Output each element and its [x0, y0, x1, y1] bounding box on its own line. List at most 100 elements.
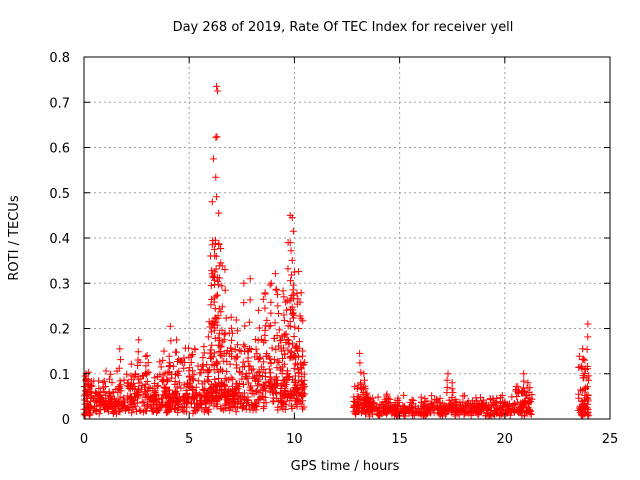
y-tick-label: 0.4 — [49, 232, 70, 247]
data-point — [81, 410, 89, 418]
data-point — [143, 352, 151, 360]
data-point — [282, 298, 290, 306]
data-point — [449, 389, 457, 397]
data-point — [263, 316, 271, 324]
data-point — [150, 396, 158, 404]
data-point — [251, 373, 259, 381]
data-point — [133, 390, 141, 398]
data-point — [272, 346, 280, 354]
data-point — [250, 404, 258, 412]
y-tick-label: 0.8 — [49, 51, 70, 66]
y-tick-label: 0.1 — [49, 368, 70, 383]
data-point — [102, 367, 110, 375]
data-point — [266, 369, 274, 377]
data-point — [283, 306, 291, 314]
data-point — [146, 395, 154, 403]
data-point — [136, 406, 144, 414]
data-point — [246, 296, 254, 304]
data-point — [160, 347, 168, 355]
data-point — [144, 386, 152, 394]
data-point — [204, 333, 212, 341]
data-point — [294, 396, 302, 404]
data-point — [265, 365, 273, 373]
data-point — [278, 367, 286, 375]
data-point — [221, 286, 229, 294]
data-point — [119, 402, 127, 410]
x-tick-label: 20 — [497, 432, 514, 447]
data-point — [208, 320, 216, 328]
data-point — [200, 343, 208, 351]
y-tick-labels: 0 0.1 0.2 0.3 0.4 0.5 0.6 0.7 0.8 — [49, 51, 70, 428]
data-point — [378, 409, 386, 417]
data-point — [246, 362, 254, 370]
data-point — [429, 404, 437, 412]
data-point — [448, 379, 456, 387]
data-point — [241, 342, 249, 350]
data-point — [159, 401, 167, 409]
data-point — [96, 392, 104, 400]
data-point — [584, 404, 592, 412]
data-point — [273, 332, 281, 340]
data-point — [279, 405, 287, 413]
data-point — [173, 336, 181, 344]
data-point — [242, 370, 250, 378]
data-point — [156, 358, 164, 366]
x-axis-label: GPS time / hours — [291, 459, 400, 474]
data-point — [204, 373, 212, 381]
data-point — [401, 404, 409, 412]
data-point — [173, 348, 181, 356]
data-point — [212, 292, 220, 300]
data-point — [255, 324, 263, 332]
data-point — [248, 366, 256, 374]
data-point — [266, 281, 274, 289]
data-point — [201, 398, 209, 406]
data-point — [400, 391, 408, 399]
data-point — [214, 87, 222, 95]
data-point — [203, 407, 211, 415]
data-point — [578, 364, 586, 372]
data-point — [240, 299, 248, 307]
data-point — [97, 388, 105, 396]
data-point — [199, 366, 207, 374]
data-point — [245, 402, 253, 410]
data-point — [213, 291, 221, 299]
data-point — [357, 368, 365, 376]
data-point — [208, 267, 216, 275]
data-point — [287, 247, 295, 255]
data-point — [194, 377, 202, 385]
data-point — [180, 381, 188, 389]
data-point — [117, 356, 125, 364]
data-point — [227, 313, 235, 321]
data-point — [240, 403, 248, 411]
data-point — [217, 343, 225, 351]
data-point — [395, 409, 403, 417]
data-point — [253, 382, 261, 390]
data-point — [131, 370, 139, 378]
data-point — [524, 394, 532, 402]
data-point — [352, 410, 360, 418]
data-point — [151, 387, 159, 395]
data-point — [509, 401, 517, 409]
data-point — [213, 193, 221, 201]
data-point — [157, 363, 165, 371]
data-point — [498, 406, 506, 414]
data-point — [261, 290, 269, 298]
data-point — [225, 403, 233, 411]
data-point — [171, 377, 179, 385]
data-point — [261, 372, 269, 380]
data-point — [208, 361, 216, 369]
data-point — [255, 368, 263, 376]
data-point — [290, 365, 298, 373]
data-point — [584, 320, 592, 328]
data-point — [187, 352, 195, 360]
data-point — [190, 371, 198, 379]
data-point — [261, 337, 269, 345]
data-point — [262, 352, 270, 360]
data-point — [262, 378, 270, 386]
data-point — [453, 400, 461, 408]
data-point — [451, 395, 459, 403]
data-point — [198, 362, 206, 370]
data-point — [175, 367, 183, 375]
data-point — [142, 352, 150, 360]
data-point — [291, 323, 299, 331]
